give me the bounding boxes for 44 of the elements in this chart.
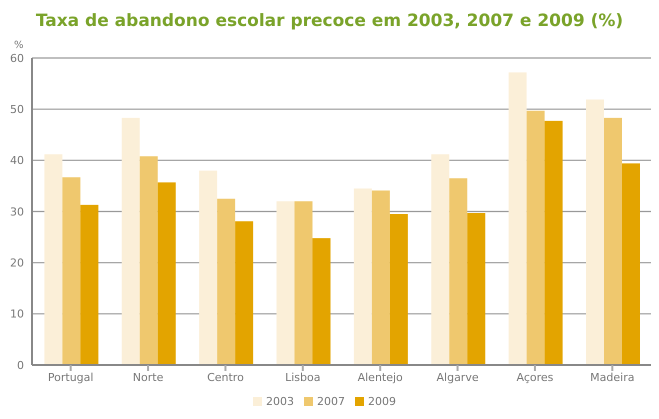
bar [526,110,545,365]
bar [431,154,450,365]
chart-title: Taxa de abandono escolar precoce em 2003, 2007 e 2009 (%) [34,10,624,33]
bar [354,188,372,365]
bar [235,221,254,365]
y-axis-title: % [14,40,24,51]
legend-label: 2009 [368,395,396,408]
x-tick-label: Centro [207,370,244,384]
bar [122,118,140,365]
bar [586,99,604,365]
bar [199,170,218,365]
x-tick-label: Algarve [436,370,479,384]
y-tick-label: 40 [10,154,24,168]
bar [276,201,295,365]
x-tick-label: Lisboa [285,370,320,384]
bar [372,190,390,365]
y-tick-label: 10 [10,308,24,321]
bar [80,204,98,365]
bar [604,118,622,365]
legend-label: 2003 [266,395,294,408]
bar [467,213,486,365]
bar [622,163,640,365]
bar [217,198,236,365]
y-tick-label: 0 [17,358,24,372]
bar [508,72,527,365]
bar [158,182,176,365]
bar [390,214,408,365]
bar [44,154,62,365]
bar [449,178,468,365]
legend-label: 2007 [317,395,345,408]
y-tick-label: 50 [10,103,24,116]
y-tick-label: 30 [10,205,24,218]
x-tick-label: Norte [132,370,164,384]
bar [312,238,331,365]
bar [294,201,313,365]
x-tick-label: Açores [516,370,554,384]
x-tick-label: Alentejo [358,370,404,384]
x-tick-label: Madeira [590,370,634,384]
y-tick-label: 20 [10,256,24,270]
x-tick-label: Portugal [48,370,94,384]
bar [140,156,158,365]
bar [544,120,563,365]
bar [62,177,80,365]
y-tick-label: 60 [10,52,24,65]
